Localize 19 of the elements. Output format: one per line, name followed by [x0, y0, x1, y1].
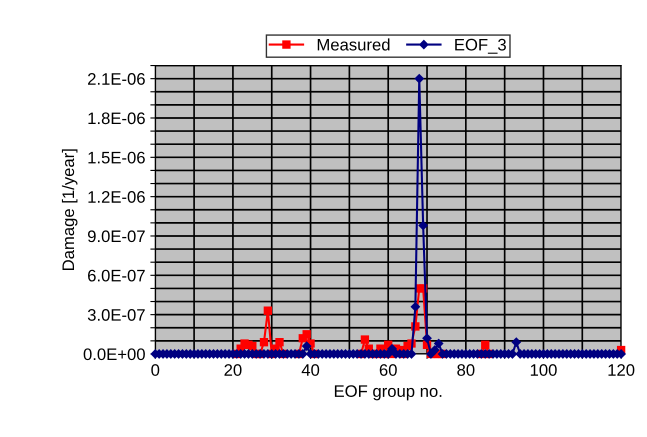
y-axis-title: Damage [1/year] — [62, 149, 78, 270]
y-tick-label: 3.0E-07 — [88, 309, 145, 321]
legend-label: EOF_3 — [455, 38, 506, 54]
y-tick-label: 9.0E-07 — [88, 230, 145, 242]
y-tick-label: 0.0E+00 — [84, 348, 145, 360]
y-tick-label: 1.2E-06 — [88, 191, 145, 203]
x-tick-label: 80 — [457, 364, 474, 376]
x-tick-label: 120 — [608, 364, 634, 376]
y-tick-label: 1.8E-06 — [88, 112, 145, 124]
x-tick-label: 20 — [224, 364, 242, 376]
x-tick-label: 60 — [380, 364, 397, 376]
y-tick-label: 1.5E-06 — [88, 152, 145, 164]
x-tick-label: 40 — [302, 364, 320, 376]
x-tick-label: 0 — [151, 364, 160, 376]
legend-label: Measured — [318, 38, 390, 51]
y-tick-label: 6.0E-07 — [88, 270, 145, 282]
x-tick-label: 100 — [530, 364, 557, 376]
y-tick-label: 2.1E-06 — [88, 73, 145, 85]
x-axis-title: EOF group no. — [334, 385, 442, 400]
